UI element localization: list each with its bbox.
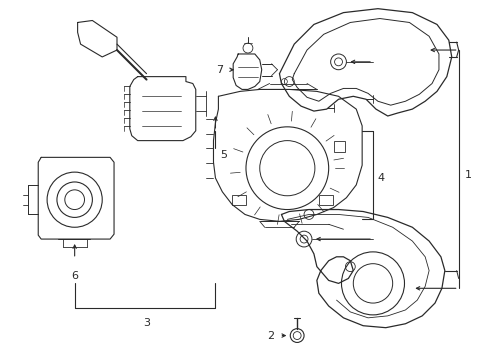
Text: 6: 6 [71, 271, 78, 280]
Text: 3: 3 [143, 318, 150, 328]
Bar [333, 141, 345, 152]
Text: 1: 1 [464, 170, 470, 180]
Bar [232, 195, 245, 204]
Text: 7: 7 [216, 65, 223, 75]
Text: 5: 5 [220, 150, 227, 161]
Text: 4: 4 [377, 173, 384, 183]
Bar [318, 195, 332, 204]
Text: 2: 2 [267, 330, 274, 341]
